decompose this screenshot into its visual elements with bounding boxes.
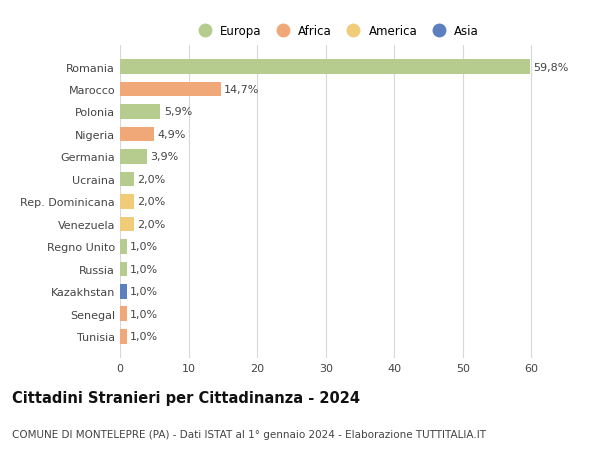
Text: 59,8%: 59,8%: [533, 62, 569, 73]
Text: 3,9%: 3,9%: [150, 152, 178, 162]
Bar: [120, 105, 160, 119]
Text: Cittadini Stranieri per Cittadinanza - 2024: Cittadini Stranieri per Cittadinanza - 2…: [12, 390, 360, 405]
Bar: [120, 307, 127, 321]
Text: 2,0%: 2,0%: [137, 219, 166, 230]
Bar: [120, 83, 221, 97]
Bar: [120, 240, 127, 254]
Text: 1,0%: 1,0%: [130, 309, 158, 319]
Text: 14,7%: 14,7%: [224, 85, 260, 95]
Bar: [120, 285, 127, 299]
Text: 2,0%: 2,0%: [137, 174, 166, 185]
Legend: Europa, Africa, America, Asia: Europa, Africa, America, Asia: [188, 21, 484, 43]
Bar: [120, 172, 134, 187]
Text: 1,0%: 1,0%: [130, 242, 158, 252]
Bar: [120, 262, 127, 276]
Text: 2,0%: 2,0%: [137, 197, 166, 207]
Text: 1,0%: 1,0%: [130, 264, 158, 274]
Text: 1,0%: 1,0%: [130, 331, 158, 341]
Text: COMUNE DI MONTELEPRE (PA) - Dati ISTAT al 1° gennaio 2024 - Elaborazione TUTTITA: COMUNE DI MONTELEPRE (PA) - Dati ISTAT a…: [12, 429, 486, 439]
Bar: [120, 329, 127, 344]
Text: 1,0%: 1,0%: [130, 287, 158, 297]
Text: 4,9%: 4,9%: [157, 130, 185, 140]
Bar: [120, 150, 147, 164]
Bar: [120, 128, 154, 142]
Bar: [120, 60, 530, 75]
Bar: [120, 217, 134, 232]
Text: 5,9%: 5,9%: [164, 107, 192, 117]
Bar: [120, 195, 134, 209]
